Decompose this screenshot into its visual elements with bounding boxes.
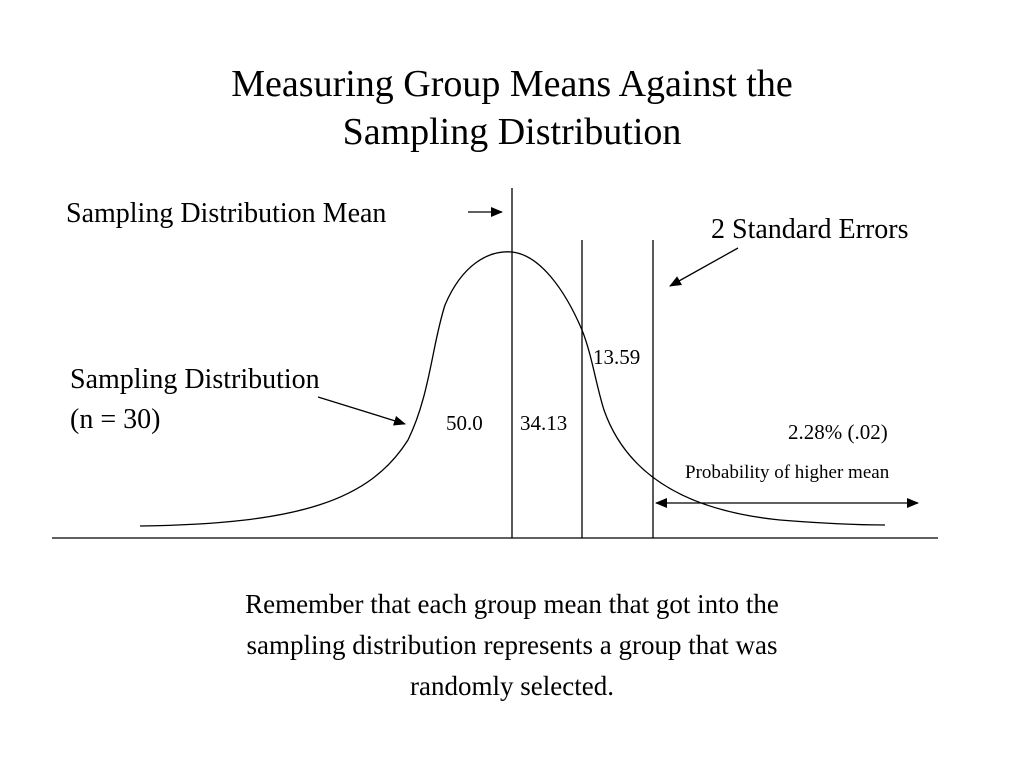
slide-title-line-2: Sampling Distribution bbox=[342, 111, 682, 153]
caption-line-1: Remember that each group mean that got i… bbox=[245, 589, 779, 619]
sampling-distribution-label-line-1: Sampling Distribution bbox=[70, 364, 320, 395]
sampling-distribution-label-line-2: (n = 30) bbox=[70, 404, 160, 435]
distribution-mean-label: Sampling Distribution Mean bbox=[66, 198, 386, 229]
caption-line-3: randomly selected. bbox=[410, 671, 614, 701]
bell-curve bbox=[139, 251, 886, 527]
distribution-arrow bbox=[317, 396, 406, 426]
percent-13-label: 13.59 bbox=[593, 345, 640, 369]
standard-errors-arrow bbox=[669, 247, 739, 287]
tail-percent-label: 2.28% (.02) bbox=[788, 420, 888, 444]
caption-line-2: sampling distribution represents a group… bbox=[246, 630, 778, 660]
caption: Remember that each group mean that got i… bbox=[150, 584, 874, 707]
standard-errors-label: 2 Standard Errors bbox=[711, 214, 909, 245]
slide-title-line-1: Measuring Group Means Against the bbox=[231, 63, 793, 105]
percent-50-label: 50.0 bbox=[446, 411, 483, 435]
tail-description-label: Probability of higher mean bbox=[685, 462, 890, 483]
slide-title: Measuring Group Means Against the Sampli… bbox=[0, 60, 1024, 156]
percent-34-label: 34.13 bbox=[520, 411, 567, 435]
